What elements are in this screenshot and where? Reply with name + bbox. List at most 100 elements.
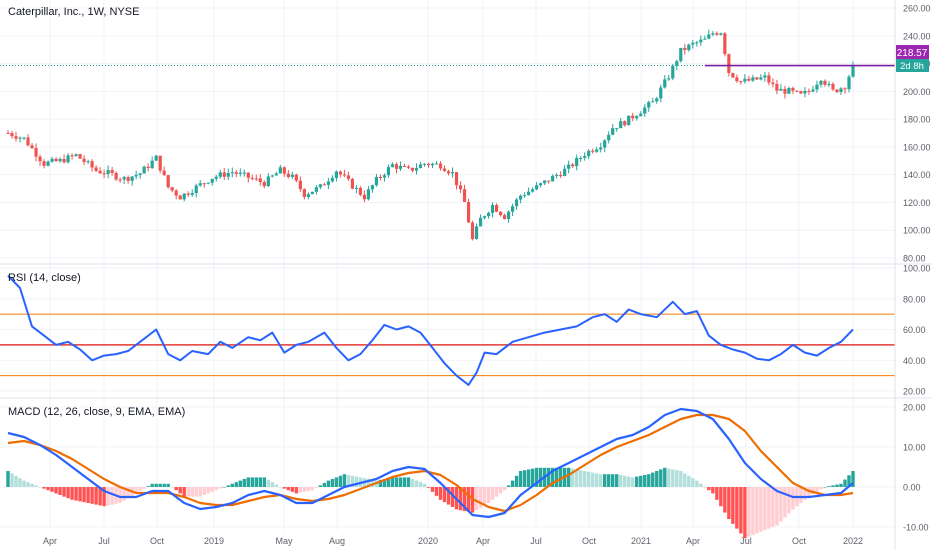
candle-body xyxy=(707,34,711,39)
price-badge-value: 218.57 xyxy=(897,48,928,59)
candle-body xyxy=(222,172,226,177)
macd-histogram-bar xyxy=(342,474,347,487)
macd-histogram-bar xyxy=(558,467,563,487)
macd-histogram-bar xyxy=(394,477,399,487)
macd-histogram-bar xyxy=(615,474,619,487)
candle xyxy=(158,155,162,174)
candle xyxy=(687,43,691,52)
candle xyxy=(194,183,198,198)
time-tick-label: 2019 xyxy=(204,536,224,546)
candle xyxy=(595,146,599,153)
candle-body xyxy=(170,187,174,191)
candle-body xyxy=(442,168,447,172)
candle xyxy=(298,176,302,192)
macd-histogram-bar xyxy=(206,487,210,494)
candle-body xyxy=(611,128,615,135)
candle xyxy=(478,214,483,227)
macd-histogram-bar xyxy=(815,487,819,492)
candle xyxy=(807,88,811,95)
candle-body xyxy=(783,88,787,94)
candle xyxy=(50,156,54,163)
macd-histogram-bar xyxy=(623,475,627,487)
candle xyxy=(583,152,587,161)
macd-tick-label: 20.00 xyxy=(903,403,926,413)
candle xyxy=(703,35,707,40)
rsi-title: RSI (14, close) xyxy=(8,272,81,284)
candle-body xyxy=(767,75,771,83)
candle-body xyxy=(206,182,210,184)
candle-body xyxy=(330,177,334,182)
macd-histogram-bar xyxy=(450,487,455,507)
candle xyxy=(611,124,615,136)
candle xyxy=(683,43,687,55)
macd-histogram-bar xyxy=(146,486,150,487)
price-badge-bg xyxy=(896,45,929,59)
candle-body xyxy=(755,77,759,80)
macd-histogram-bar xyxy=(663,467,667,487)
candle xyxy=(214,174,218,182)
candle-body xyxy=(703,38,707,40)
macd-histogram-bar xyxy=(534,467,539,487)
price-tick-label: 80.00 xyxy=(903,254,926,264)
macd-histogram-bar xyxy=(711,487,715,494)
candle xyxy=(462,184,467,203)
candle xyxy=(470,220,475,241)
candle-body xyxy=(10,133,14,137)
candle-body xyxy=(278,167,282,174)
candle xyxy=(18,136,22,143)
macd-histogram-bar xyxy=(30,483,34,487)
candle-body xyxy=(510,206,515,212)
candle-body xyxy=(370,185,375,190)
macd-histogram-bar xyxy=(102,487,106,507)
candle-body xyxy=(6,133,10,134)
macd-histogram-bar xyxy=(643,475,647,487)
candle-body xyxy=(358,187,363,195)
candle xyxy=(775,79,779,95)
candle-body xyxy=(482,216,487,218)
candle-body xyxy=(615,128,619,130)
candle xyxy=(779,84,783,91)
macd-histogram-bar xyxy=(803,487,807,500)
candle-body xyxy=(262,181,266,187)
candle-body xyxy=(326,181,330,185)
macd-histogram-bar xyxy=(739,487,743,534)
candle xyxy=(386,164,391,178)
candle-body xyxy=(731,73,735,78)
candle xyxy=(86,159,90,165)
macd-histogram-bar xyxy=(827,486,831,487)
macd-histogram-bar xyxy=(751,487,755,535)
macd-histogram-bar xyxy=(38,487,42,488)
macd-histogram-bar xyxy=(150,483,154,487)
macd-histogram-bar xyxy=(723,487,727,513)
candle xyxy=(430,162,435,169)
candle xyxy=(122,175,126,185)
candle xyxy=(591,148,595,154)
candle-body xyxy=(98,170,102,174)
candle xyxy=(619,117,623,129)
candle xyxy=(390,162,395,168)
time-tick-label: May xyxy=(275,536,293,546)
candle-body xyxy=(551,175,555,182)
candle-body xyxy=(434,163,439,165)
candle xyxy=(442,165,447,172)
macd-histogram-bar xyxy=(594,473,599,487)
candle xyxy=(579,156,583,162)
candle-body xyxy=(114,172,118,180)
candle-body xyxy=(342,174,346,176)
candle xyxy=(426,162,431,168)
candle-body xyxy=(835,89,839,93)
price-tick-label: 180.00 xyxy=(903,115,931,125)
candle xyxy=(234,169,238,178)
candle-body xyxy=(454,172,459,186)
candle xyxy=(66,153,70,164)
macd-tick-label: 10.00 xyxy=(903,443,926,453)
candle xyxy=(134,170,138,180)
macd-histogram-bar xyxy=(707,487,711,491)
candle xyxy=(555,172,559,179)
candle-body xyxy=(711,33,715,35)
candle-body xyxy=(619,121,623,129)
macd-histogram-bar xyxy=(635,476,639,487)
candle xyxy=(38,154,42,166)
candle-body xyxy=(166,175,170,188)
candle xyxy=(42,159,46,169)
